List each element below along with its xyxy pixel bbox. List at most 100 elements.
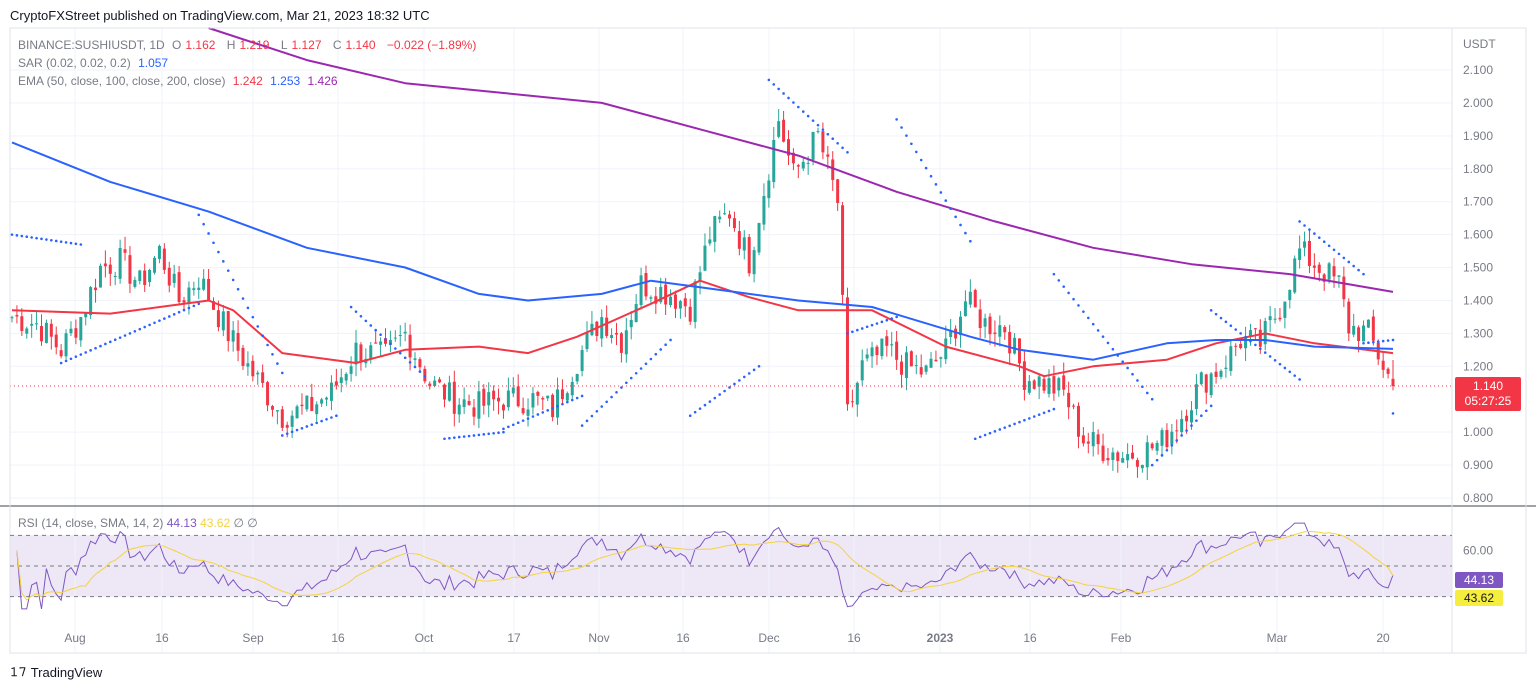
sar-dot [408,361,412,364]
sar-dot [615,390,618,394]
time-tick-label: Feb [1111,631,1132,645]
candle-body [1337,275,1341,277]
sar-dot [797,105,800,109]
sar-dot [69,357,73,361]
candle-body [1140,464,1144,469]
candle-body [216,310,220,328]
sar-dot [846,332,849,335]
candle-body [954,328,958,339]
sar-dot [610,395,613,399]
sar-dot [806,114,810,118]
rsi-legend[interactable]: RSI (14, close, SMA, 14, 2) 44.13 43.62 … [18,516,258,530]
candle-body [1209,373,1213,396]
candle-body [1268,316,1272,321]
candle-body [69,328,73,334]
candle-body [285,424,289,428]
sar-label: SAR (0.02, 0.02, 0.2) [18,56,131,70]
sar-dot [1391,412,1395,415]
sar-dot [708,400,712,403]
sar-dot [462,435,466,438]
candle-body [1185,415,1189,422]
candle-body [688,306,692,322]
sar-dot [1347,260,1351,264]
candle-body [295,406,299,419]
sar-dot [860,327,864,330]
candle-body [1057,378,1061,391]
sar-dot [998,428,1002,431]
sar-dot [890,317,894,320]
open-label: O [172,38,182,52]
sar-dot [914,150,918,154]
sar-dot [551,406,554,410]
candle-body [153,257,157,273]
candle-body [89,287,93,316]
price-tick-label: 1.200 [1463,359,1493,373]
sar-dot [659,348,663,351]
candle-body [1239,343,1243,348]
sar-dot [285,432,289,435]
sar-dot [364,319,368,323]
candle-body [270,406,274,410]
candle-body [438,379,442,383]
sar-dot [875,322,879,325]
sar-dot [212,241,215,245]
candle-body [914,365,918,367]
candle-body [639,275,643,306]
candle-body [320,399,324,404]
sar-dot [816,123,820,127]
sar-dot [153,321,156,325]
ema-legend[interactable]: EMA (50, close, 100, close, 200, close) … [18,74,342,88]
sar-dot [1136,379,1139,382]
sar-dot [354,310,358,313]
sar-legend[interactable]: SAR (0.02, 0.02, 0.2) 1.057 [18,56,172,70]
candle-body [1219,370,1223,377]
candle-body [103,263,107,267]
candle-body [20,316,24,331]
sar-dot [315,421,319,425]
tradingview-footer[interactable]: 𝟷𝟽 TradingView [10,664,102,680]
candle-body [1047,378,1051,394]
sar-dot [349,305,353,309]
candle-body [600,317,604,339]
sar-dot [1082,310,1085,313]
sar-dot [885,318,889,322]
symbol-label[interactable]: BINANCE:SUSHIUSDT, 1D [18,38,165,52]
candle-body [108,264,112,274]
sar-dot [217,250,220,254]
price-tick-label: 2.000 [1463,96,1493,110]
sar-dot [1332,248,1336,252]
sar-dot [236,287,240,291]
sar-dot [865,325,869,329]
candle-body [467,400,471,405]
candle-body [895,341,899,360]
sar-dot [472,434,476,437]
sar-dot [1362,341,1365,345]
sar-dot [276,362,279,365]
sar-dot [1337,252,1341,256]
sar-dot [477,433,481,437]
close-label: C [332,38,342,52]
sar-dot [1023,418,1026,422]
sar-dot [492,431,495,435]
sar-dot [1214,312,1218,316]
candle-body [998,325,1002,337]
candle-body [772,140,776,183]
sar-dot [369,324,373,327]
sar-dot [787,96,790,100]
price-tick-label: 1.500 [1463,261,1493,275]
sar-dot [1352,264,1355,268]
candle-body [113,275,117,278]
sar-dot [742,375,746,379]
candle-body [683,298,687,307]
sar-dot [772,83,776,86]
sar-dot [1376,340,1380,343]
sar-dot [723,389,726,393]
candle-body [15,315,19,317]
sar-dot [713,396,717,400]
sar-dot [924,166,928,170]
sar-dot [54,239,58,243]
candle-body [246,363,250,367]
candle-body [497,397,501,402]
candle-body [1165,429,1169,448]
